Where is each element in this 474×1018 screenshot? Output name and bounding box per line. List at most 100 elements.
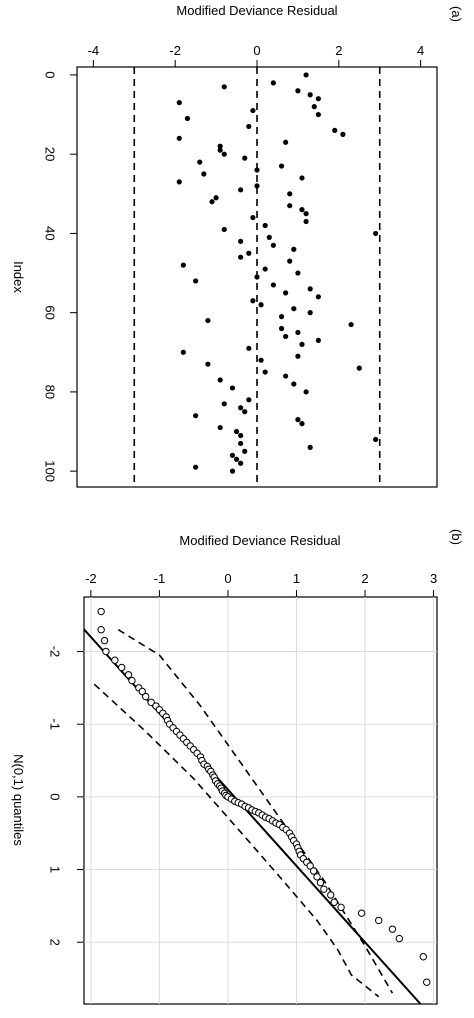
panel-a-point [217,143,223,149]
panel-a-x-ticks: -4 -2 0 2 4 [88,43,424,67]
panel-a-point [205,361,211,367]
panel-a-y-ticks: 0 20 40 60 80 100 [42,71,77,482]
panel-b-point [337,903,345,912]
panel-a-point [315,96,321,102]
panel-a: (a) Modified Deviance Residual Index -4 -… [11,3,464,488]
panel-a-point [295,329,301,336]
panel-b-point [330,898,338,906]
panel-b-y-tick-label: 0 [47,793,62,800]
panel-b-point [357,909,366,917]
panel-a-point [303,72,309,78]
panel-a-point [356,365,362,371]
panel-b-point [320,885,328,893]
panel-a-y-tick-label: 60 [42,305,57,319]
panel-a-point [197,159,203,165]
panel-a-point [332,127,338,133]
panel-b-point [419,953,427,961]
panel-b-x-tick-label: 3 [430,571,437,586]
panel-b-x-ticks: -2 -1 0 1 2 3 [85,571,437,597]
panel-a-point [373,436,379,443]
panel-b-point [316,878,325,887]
panel-a-y-tick-label: 100 [42,460,57,482]
panel-a-point [262,369,268,375]
panel-a-point [246,250,252,256]
panel-a-point [283,139,289,145]
panel-b-point [97,626,105,634]
panel-b-point [306,862,314,870]
panel-b-lines [83,628,422,1005]
panel-a-point [315,111,321,118]
panel-a-x-tick-label: -2 [169,43,181,58]
panel-b-point [124,671,133,679]
panel-a-point [254,274,260,280]
panel-b-y-tick-label: -1 [47,718,62,730]
panel-b-x-tick-label: -2 [85,571,97,586]
panel-b-envelope-lower [117,629,394,994]
panel-a-point [270,282,276,288]
panel-a-x-tick-label: 2 [335,43,342,58]
panel-a-point [278,163,285,169]
panel-b-point [138,687,146,696]
panel-a-point [238,254,244,260]
panel-a-point [238,440,244,447]
panel-b-point [102,647,110,656]
panel-a-point [299,421,305,427]
panel-a-point [193,413,199,419]
panel-a-xlabel: Modified Deviance Residual [176,3,337,18]
panel-a-point [242,155,248,161]
panel-a-point [270,242,276,248]
panel-a-point [340,131,346,137]
panel-b-point [117,663,126,672]
panel-a-point [254,183,260,189]
panel-a-point [184,115,191,122]
panel-a-point [266,234,272,240]
panel-a-label: (a) [449,6,464,22]
panel-a-point [291,381,297,387]
panel-a-point [291,246,297,252]
panel-a-point [180,262,186,268]
panel-a-point [250,107,256,114]
panel-a-point [287,258,293,264]
panel-a-point [233,428,240,435]
panel-a-point [229,452,236,458]
panel-a-point [242,409,248,415]
panel-a-y-tick-label: 80 [42,385,57,399]
panel-b: (b) Modified Deviance Residual N(0,1) qu… [11,529,464,1005]
panel-a-point [307,444,313,450]
panel-b-point [147,698,155,707]
panel-a-x-tick-label: -4 [88,43,100,58]
panel-b-reference-line [83,628,422,1005]
panel-a-point [250,298,256,304]
panel-b-point [128,676,136,685]
panel-a-point [246,397,252,403]
panel-a-point [291,306,297,312]
panel-b-x-tick-label: 1 [293,571,300,586]
panel-a-x-tick-label: 4 [417,43,424,58]
panel-a-point [180,349,186,355]
panel-b-point [309,867,318,875]
panel-a-y-tick-label: 20 [42,147,57,161]
panel-a-point [270,80,276,86]
panel-b-y-tick-label: 2 [47,939,62,946]
panel-b-point [97,607,105,616]
panel-b-x-tick-label: -1 [154,571,166,586]
panel-a-point [229,468,236,474]
panel-a-point [238,460,244,466]
panel-b-frame [83,596,438,1005]
panel-a-y-tick-label: 0 [42,71,57,78]
panel-b-label: (b) [449,529,464,545]
panel-a-point [295,88,301,94]
panel-a-point [303,218,309,225]
panel-a-point [246,123,252,130]
panel-a-point [311,104,317,110]
panel-a-point [246,345,252,351]
panel-a-point [250,214,256,221]
panel-a-point [176,135,182,141]
panel-a-ylabel: Index [11,261,26,293]
panel-a-point [238,187,244,193]
panel-b-point [111,656,119,664]
panel-b-point [375,916,383,925]
panel-a-point [315,294,321,300]
panel-a-point [295,417,301,423]
panel-a-point [217,147,223,153]
